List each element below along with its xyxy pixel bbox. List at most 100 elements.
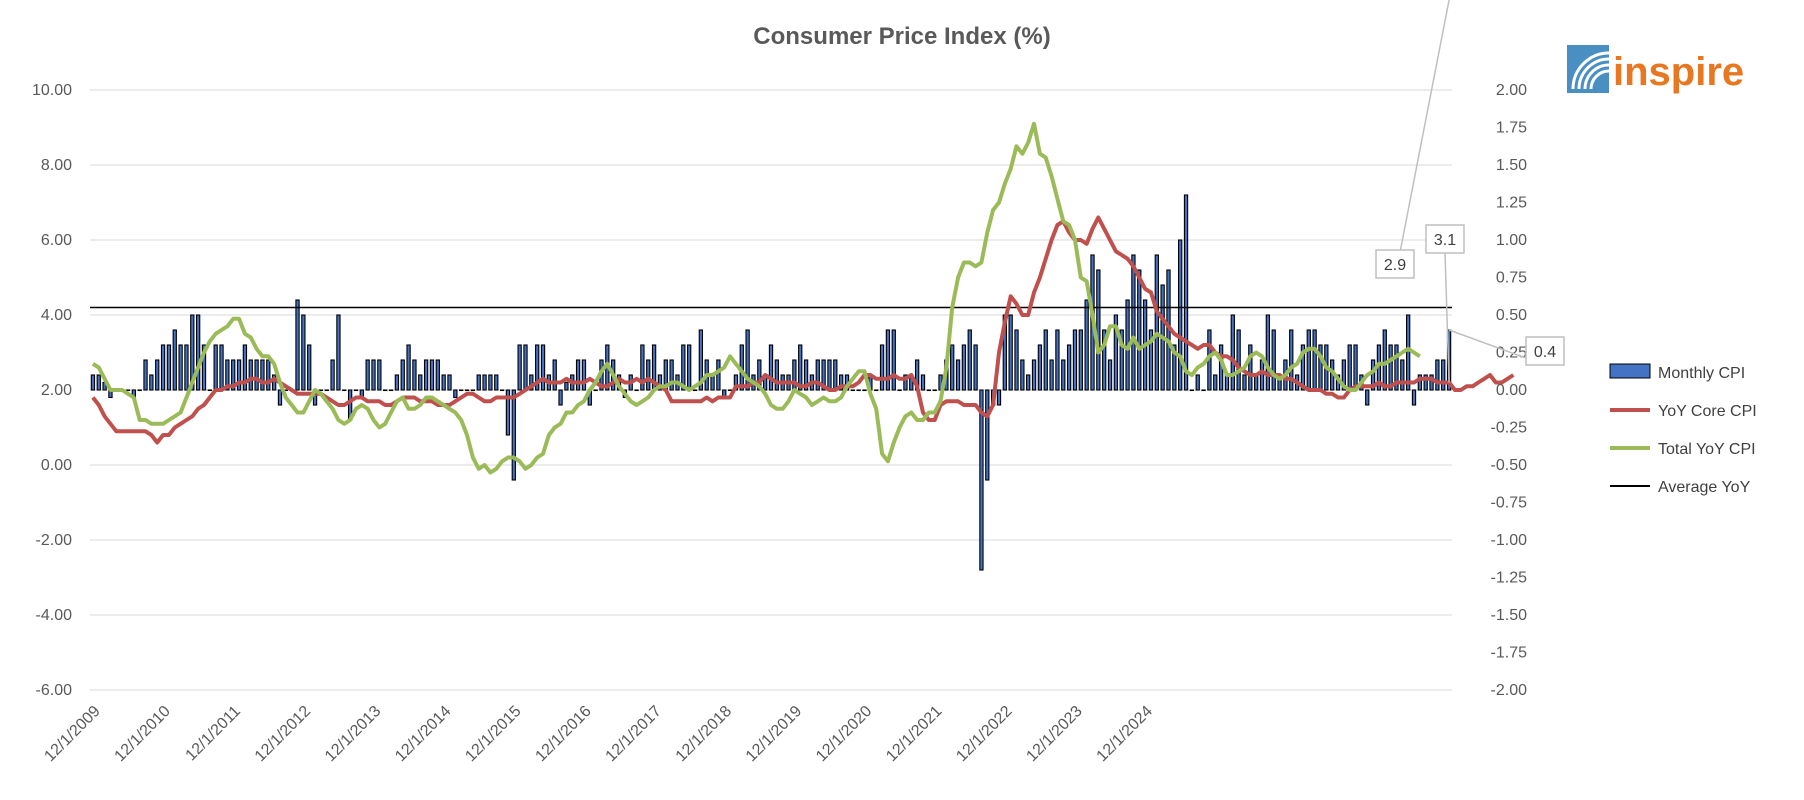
monthly-cpi-bar xyxy=(353,389,359,392)
right-tick-label: 1.25 xyxy=(1496,195,1527,212)
monthly-cpi-bar xyxy=(517,344,522,391)
monthly-cpi-bar xyxy=(482,374,487,391)
series-lines xyxy=(91,121,1515,475)
monthly-cpi-bar xyxy=(885,329,891,391)
monthly-cpi-bar xyxy=(1224,374,1230,391)
monthly-cpi-bar xyxy=(388,389,394,392)
monthly-cpi-bar xyxy=(149,374,154,391)
monthly-cpi-bar xyxy=(850,389,855,392)
monthly-cpi-bar xyxy=(1259,359,1265,391)
monthly-cpi-bar xyxy=(1178,239,1183,391)
monthly-cpi-bar xyxy=(581,359,587,391)
callout-label: 0.4 xyxy=(1534,344,1556,361)
monthly-cpi-bar xyxy=(195,314,201,391)
monthly-cpi-bar xyxy=(757,359,762,391)
monthly-cpi-bar xyxy=(745,329,750,391)
monthly-cpi-bar xyxy=(803,359,809,391)
monthly-cpi-bar xyxy=(459,389,464,392)
monthly-cpi-bar xyxy=(201,344,207,391)
monthly-cpi-bar xyxy=(523,344,528,391)
callout-box xyxy=(1375,249,1415,279)
monthly-cpi-bar xyxy=(985,389,990,481)
monthly-cpi-bar xyxy=(90,374,96,391)
monthly-cpi-bar xyxy=(371,359,376,391)
callout-leader xyxy=(1394,0,1450,279)
monthly-cpi-bar xyxy=(1300,344,1306,391)
monthly-cpi-bar xyxy=(242,344,248,391)
monthly-cpi-bar xyxy=(1148,329,1154,391)
monthly-cpi-bar xyxy=(137,389,142,392)
monthly-cpi-bar xyxy=(1400,359,1405,391)
monthly-cpi-bar xyxy=(160,344,166,391)
monthly-cpi-bar xyxy=(96,374,101,391)
monthly-cpi-bar xyxy=(838,374,844,391)
monthly-cpi-bar xyxy=(821,359,826,391)
callout-label: 3.1 xyxy=(1434,232,1456,249)
monthly-cpi-bar xyxy=(1043,329,1048,391)
monthly-cpi-bar xyxy=(190,314,195,391)
legend-swatch-bar xyxy=(1609,363,1651,379)
left-tick-label: 0.00 xyxy=(41,457,72,474)
monthly-cpi-bar xyxy=(710,374,715,391)
monthly-cpi-bar xyxy=(213,344,218,391)
monthly-cpi-bar xyxy=(1119,329,1124,391)
monthly-cpi-bar xyxy=(254,359,259,391)
monthly-cpi-bar xyxy=(815,359,820,391)
right-tick-label: 1.50 xyxy=(1496,157,1527,174)
legend-label: Monthly CPI xyxy=(1658,365,1745,382)
left-tick-label: 6.00 xyxy=(41,232,72,249)
x-tick-label: 12/1/2010 xyxy=(112,703,174,765)
monthly-cpi-bar xyxy=(698,329,704,391)
monthly-cpi-bar xyxy=(634,389,639,392)
monthly-cpi-bar xyxy=(488,374,493,391)
x-tick-label: 12/1/2019 xyxy=(743,703,805,765)
monthly-cpi-bar xyxy=(1394,344,1399,391)
monthly-cpi-bar xyxy=(1049,359,1054,391)
callout-label: 2.9 xyxy=(1384,257,1406,274)
right-tick-label: -1.25 xyxy=(1491,570,1528,587)
monthly-cpi-bar xyxy=(1014,329,1019,391)
monthly-cpi-bar xyxy=(453,389,458,399)
monthly-cpi-bar xyxy=(774,359,780,391)
monthly-cpi-bar xyxy=(1353,344,1358,391)
monthly-cpi-bar xyxy=(365,359,370,391)
monthly-cpi-bar xyxy=(833,359,838,391)
monthly-cpi-bar xyxy=(447,374,452,391)
legend: Monthly CPI YoY Core CPI Total YoY CPI Aver… xyxy=(1609,363,1757,496)
x-axis: 12/1/2009 12/1/2010 12/1/2011 12/1/2012 12/1… xyxy=(41,703,1156,765)
monthly-cpi-bar xyxy=(207,389,212,392)
monthly-cpi-bar xyxy=(827,359,832,391)
monthly-cpi-bar xyxy=(1066,344,1072,391)
right-tick-label: -2.00 xyxy=(1491,682,1528,699)
monthly-cpi-bar xyxy=(236,359,242,391)
legend-label: Average YoY xyxy=(1658,479,1751,496)
monthly-cpi-bar xyxy=(1195,374,1200,391)
monthly-cpi-bar xyxy=(1306,329,1311,391)
monthly-cpi-bar xyxy=(336,314,341,391)
monthly-cpi-bar xyxy=(1429,374,1434,391)
monthly-cpi-bar xyxy=(219,344,224,391)
monthly-cpi-bar xyxy=(1230,314,1235,391)
monthly-cpi-bar xyxy=(172,329,177,391)
monthly-cpi-bar xyxy=(558,389,563,406)
monthly-cpi-bar xyxy=(1370,359,1376,391)
monthly-cpi-bar xyxy=(248,359,253,391)
monthly-cpi-bar xyxy=(505,389,511,436)
monthly-cpi-bar xyxy=(727,389,733,392)
x-tick-label: 12/1/2021 xyxy=(883,703,945,765)
monthly-cpi-bar xyxy=(1113,314,1119,391)
callout-leader xyxy=(1444,252,1450,383)
right-axis: -2.00 -1.75 -1.50 -1.25 -1.00 -0.75 -0.50 -0.25… xyxy=(1491,82,1528,699)
monthly-cpi-bar xyxy=(1435,359,1440,391)
monthly-cpi-bar xyxy=(260,359,265,391)
monthly-cpi-bar xyxy=(1031,359,1037,391)
monthly-cpi-bar xyxy=(955,359,961,391)
monthly-cpi-bar xyxy=(1411,389,1417,406)
monthly-cpi-bar xyxy=(494,374,499,391)
x-tick-label: 12/1/2024 xyxy=(1094,703,1156,765)
monthly-cpi-bar xyxy=(1236,329,1241,391)
monthly-cpi-bar xyxy=(768,344,774,391)
monthly-cpi-bar xyxy=(920,374,926,391)
right-tick-label: 1.75 xyxy=(1496,120,1527,137)
